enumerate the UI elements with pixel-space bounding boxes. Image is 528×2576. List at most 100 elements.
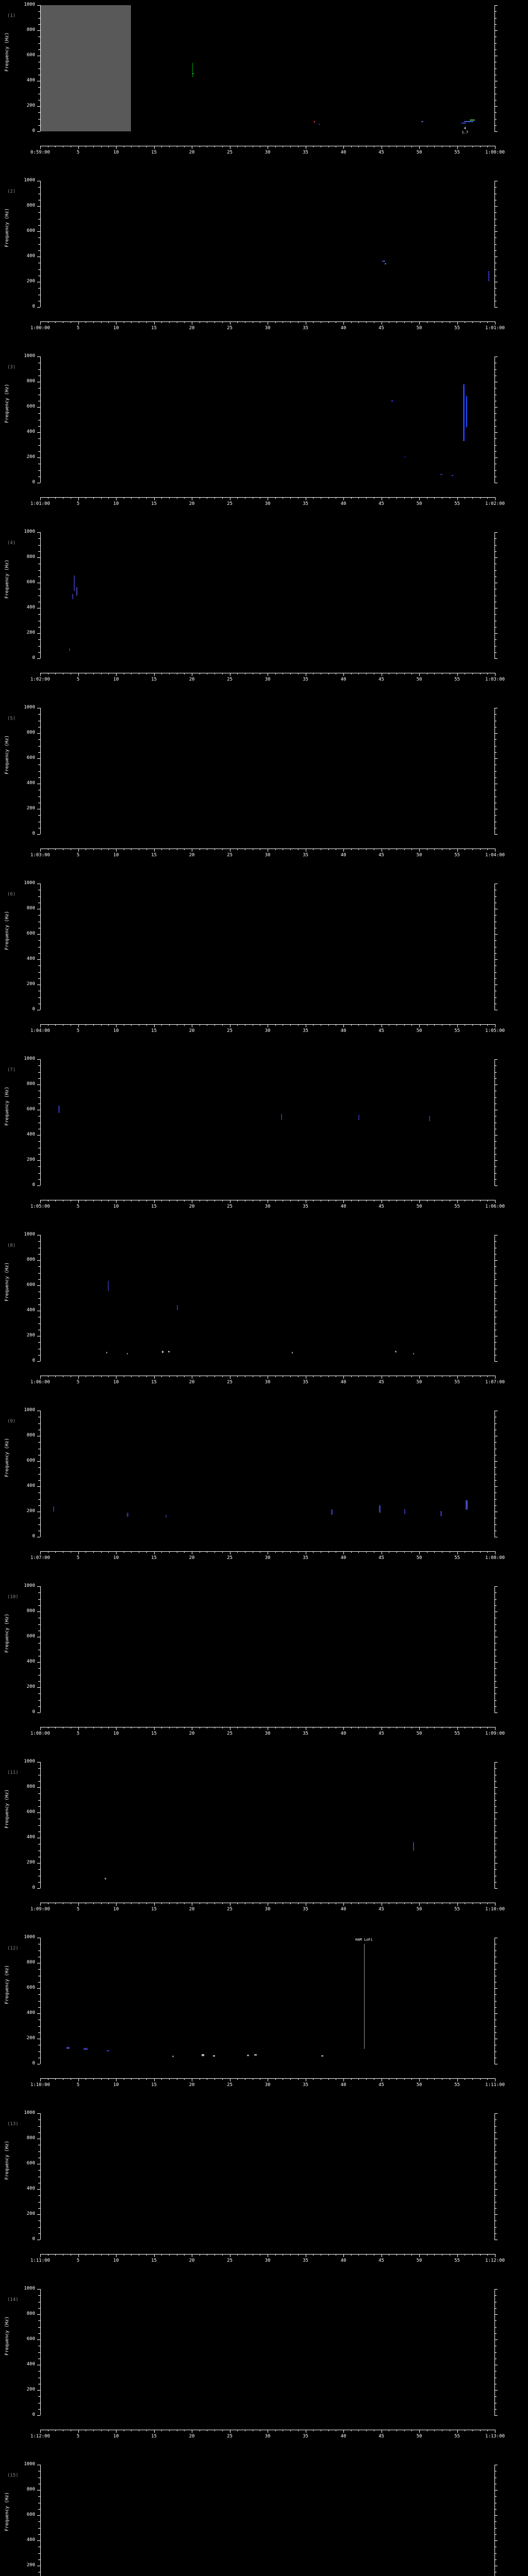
y-tick-major-right <box>494 407 498 408</box>
x-tick-label: 30 <box>265 326 271 331</box>
x-tick-minor <box>480 849 481 850</box>
x-tick-minor <box>434 1024 435 1026</box>
x-tick-label: 45 <box>378 2258 384 2263</box>
y-tick-label: 0 <box>32 1709 35 1715</box>
y-tick-minor <box>38 2509 40 2510</box>
panel-9: (9) Frequency (Hz) 0 200 400 600 800 1000 1:07:0… <box>0 1405 528 1581</box>
y-tick-minor-right <box>494 2295 497 2296</box>
x-tick-label: 15 <box>151 1555 157 1561</box>
x-tick-minor <box>101 849 102 850</box>
x-tick-minor <box>487 1200 488 1201</box>
y-tick-label: 0 <box>32 1358 35 1363</box>
x-tick-minor <box>184 849 185 850</box>
x-tick-major <box>457 673 458 676</box>
x-tick-minor <box>108 1024 109 1026</box>
panel-7: (7) Frequency (Hz) 0 200 400 600 800 1000 1:05:0… <box>0 1054 528 1230</box>
x-tick-minor <box>169 2254 170 2256</box>
y-tick-minor <box>38 978 40 979</box>
x-tick-minor <box>184 1727 185 1728</box>
y-tick-major <box>37 2314 40 2315</box>
x-tick-minor <box>404 2078 405 2080</box>
y-tick-minor <box>38 187 40 188</box>
y-tick-minor <box>38 2195 40 2196</box>
x-tick-minor <box>298 497 299 499</box>
x-tick-minor <box>298 1727 299 1728</box>
x-tick-minor <box>108 673 109 674</box>
x-tick-minor <box>487 1024 488 1026</box>
y-tick-label: 0 <box>32 1007 35 1012</box>
signal-mark <box>404 1509 405 1514</box>
x-tick-label: 30 <box>265 853 271 858</box>
x-tick-minor <box>366 1551 367 1553</box>
y-tick-major-right <box>494 2314 498 2315</box>
y-tick-major <box>37 1687 40 1688</box>
x-tick-label: 40 <box>340 1907 346 1912</box>
x-tick-minor <box>351 321 352 323</box>
y-tick-minor-right <box>494 1668 497 1669</box>
x-tick-minor <box>108 146 109 147</box>
x-tick-minor <box>108 321 109 323</box>
y-tick-label: 600 <box>26 2161 35 2166</box>
x-tick-label-start: 1:07:00 <box>30 1555 50 1561</box>
y-tick-minor <box>38 451 40 452</box>
x-tick-minor <box>313 146 314 147</box>
y-tick-minor <box>38 2001 40 2002</box>
y-tick-minor <box>38 1173 40 1174</box>
x-tick-major <box>40 2078 41 2081</box>
y-tick-minor-right <box>494 1605 497 1606</box>
y-tick-minor <box>38 1097 40 1098</box>
x-tick-major <box>78 1024 79 1027</box>
x-tick-label: 10 <box>113 501 119 506</box>
y-tick-minor <box>38 953 40 954</box>
x-tick-label: 25 <box>227 1907 233 1912</box>
x-tick-minor <box>275 2430 276 2431</box>
x-tick-minor <box>472 497 473 499</box>
x-tick-minor <box>404 1551 405 1553</box>
y-tick-minor <box>38 2227 40 2228</box>
x-tick-label-start: 1:09:00 <box>30 1907 50 1912</box>
y-tick-minor <box>38 538 40 539</box>
y-tick-minor-right <box>494 997 497 998</box>
y-tick-minor <box>38 1298 40 1299</box>
x-tick-label: 50 <box>416 1380 422 1385</box>
x-tick-minor <box>472 2254 473 2256</box>
x-tick-minor <box>101 1903 102 1904</box>
y-tick-minor <box>38 2496 40 2497</box>
x-tick-label: 45 <box>378 2434 384 2439</box>
y-tick-minor-right <box>494 438 497 439</box>
x-tick-minor <box>237 321 238 323</box>
x-tick-minor <box>161 321 162 323</box>
y-tick-minor-right <box>494 1624 497 1625</box>
y-tick-minor-right <box>494 1166 497 1167</box>
x-tick-minor <box>404 2254 405 2256</box>
y-tick-minor-right <box>494 2026 497 2027</box>
y-tick-minor-right <box>494 614 497 615</box>
x-tick-minor <box>487 849 488 850</box>
y-tick-major-right <box>494 1185 498 1186</box>
x-tick-minor <box>298 1024 299 1026</box>
y-tick-minor-right <box>494 250 497 251</box>
x-tick-label: 15 <box>151 2082 157 2088</box>
signal-mark <box>106 1352 107 1354</box>
x-tick-label: 15 <box>151 853 157 858</box>
y-tick-minor <box>38 1592 40 1594</box>
y-tick-major-right <box>494 934 498 935</box>
y-tick-major-right <box>494 834 498 835</box>
x-tick-major <box>343 1376 344 1379</box>
y-tick-minor-right <box>494 953 497 954</box>
x-tick-label: 50 <box>416 677 422 682</box>
y-tick-minor-right <box>494 87 497 88</box>
y-tick-minor-right <box>494 1499 497 1500</box>
x-tick-minor <box>184 1376 185 1377</box>
y-tick-label: 0 <box>32 2236 35 2242</box>
x-tick-minor <box>55 1551 56 1553</box>
y-tick-minor <box>38 1693 40 1694</box>
x-tick-minor <box>487 2078 488 2080</box>
x-tick-minor <box>93 2078 94 2080</box>
y-tick-major <box>37 5 40 6</box>
x-tick-minor <box>351 1200 352 1201</box>
y-tick-major-right <box>494 30 498 31</box>
x-tick-label-end: 1:03:00 <box>485 677 505 682</box>
x-tick-label: 35 <box>303 150 308 155</box>
y-tick-label: 1000 <box>24 2286 35 2291</box>
